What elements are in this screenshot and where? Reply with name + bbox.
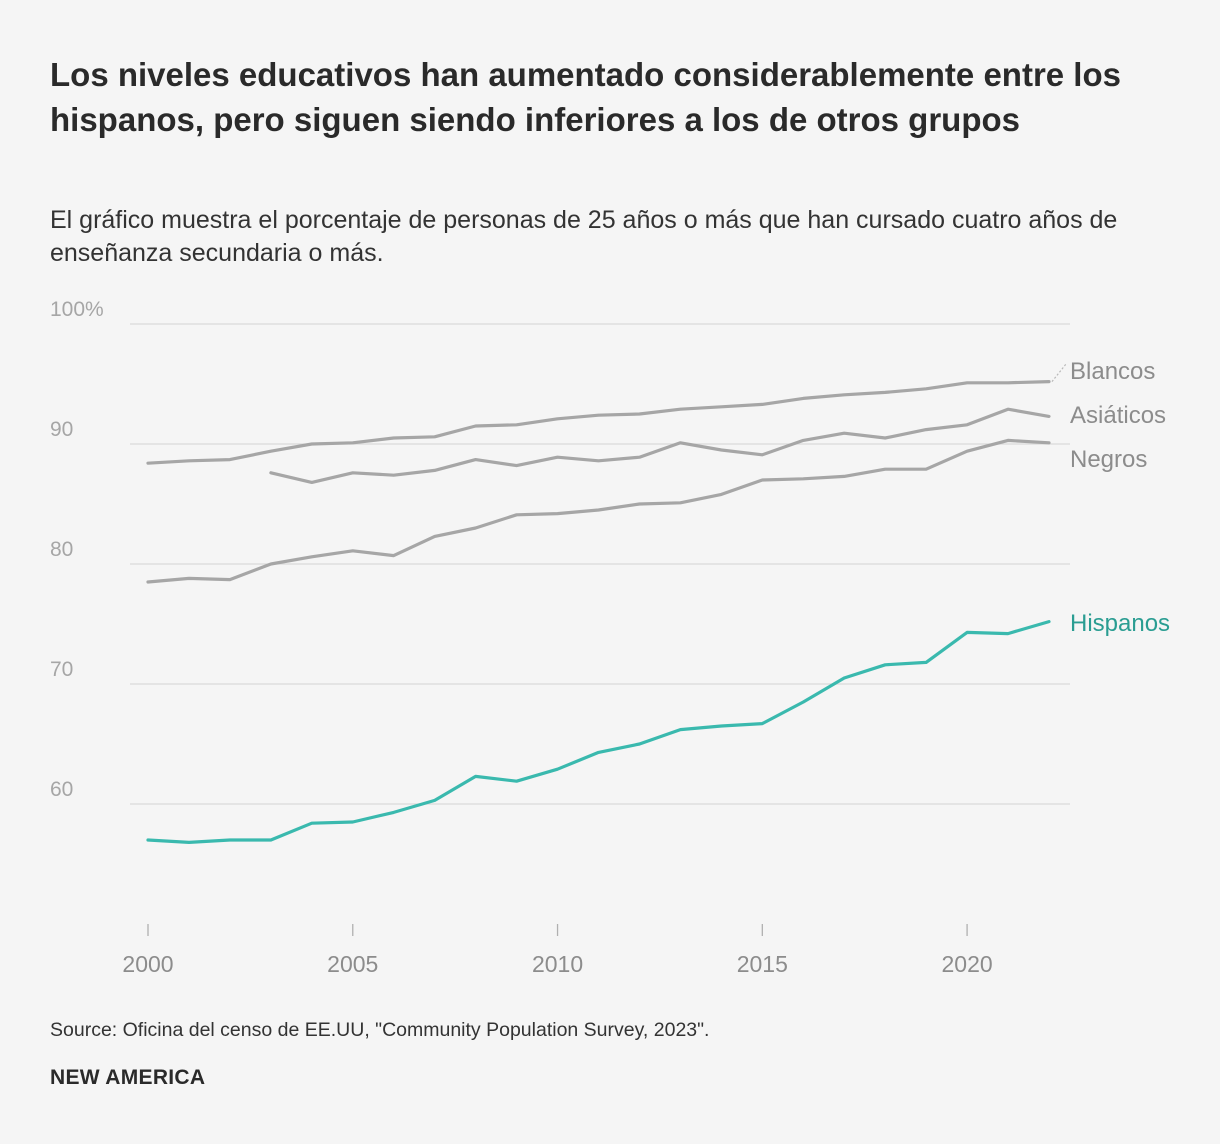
gridlines <box>130 323 1070 805</box>
series-line-hispanos <box>146 619 1051 845</box>
source-note: Source: Oficina del censo de EE.UU, "Com… <box>50 1019 710 1041</box>
x-tick-label: 2005 <box>327 951 378 977</box>
line-chart: 100% 90 80 70 60 2000 2005 2010 2015 2020 Blanco… <box>50 298 1170 977</box>
y-tick-label: 80 <box>50 538 73 561</box>
series-line-asiaticos <box>269 407 1051 484</box>
chart-title: Los niveles educativos han aumentado con… <box>50 56 1121 138</box>
y-tick-label: 70 <box>50 658 73 681</box>
series-label-asiaticos: Asiáticos <box>1070 402 1166 429</box>
series-label-blancos: Blancos <box>1070 358 1155 385</box>
x-tick-label: 2020 <box>942 951 993 977</box>
chart-subtitle: El gráfico muestra el porcentaje de pers… <box>50 206 1118 267</box>
x-tick-label: 2015 <box>737 951 788 977</box>
series-label-hispanos: Hispanos <box>1070 610 1170 637</box>
y-tick-label: 90 <box>50 418 73 441</box>
series-line-negros <box>146 438 1051 584</box>
series-lines <box>146 380 1051 845</box>
x-tick-label: 2000 <box>122 951 173 977</box>
series-labels: Blancos Asiáticos Negros Hispanos <box>1051 358 1170 637</box>
y-axis-ticks: 100% 90 80 70 60 <box>50 298 104 801</box>
y-tick-label: 60 <box>50 778 73 801</box>
y-tick-label: 100% <box>50 298 104 321</box>
series-line-blancos <box>146 380 1051 465</box>
label-leader-blancos <box>1051 363 1067 382</box>
brand-logo-text: NEW AMERICA <box>50 1066 206 1089</box>
series-label-negros: Negros <box>1070 446 1147 473</box>
x-axis-ticks: 2000 2005 2010 2015 2020 <box>122 924 993 977</box>
x-tick-label: 2010 <box>532 951 583 977</box>
